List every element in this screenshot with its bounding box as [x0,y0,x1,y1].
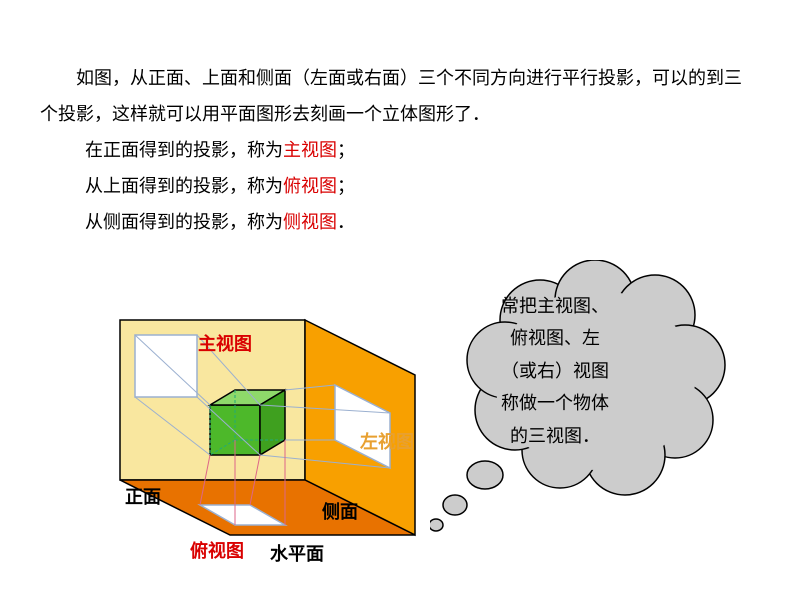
def-line-side: 从侧面得到的投影，称为侧视图． [85,204,754,240]
label-horizontal-plane: 水平面 [270,540,324,566]
bubble-text: 常把主视图、 俯视图、左 （或右）视图 称做一个物体 的三视图． [475,290,635,452]
label-side-plane: 侧面 [322,498,358,524]
label-front-plane: 正面 [125,483,161,509]
label-main-view: 主视图 [198,330,252,356]
label-side-view: 左视图 [360,428,414,454]
label-top-view: 俯视图 [190,537,244,563]
term-main: 主视图 [283,140,337,160]
def-line-main: 在正面得到的投影，称为主视图； [85,132,754,168]
intro-paragraph: 如图，从正面、上面和侧面（左面或右面）三个不同方向进行平行投影，可以的到三个投影… [40,60,754,132]
projection-diagram: 主视图 左视图 正面 侧面 俯视图 水平面 [90,310,440,590]
slide-content: 如图，从正面、上面和侧面（左面或右面）三个不同方向进行平行投影，可以的到三个投影… [0,0,794,240]
def-line-top: 从上面得到的投影，称为俯视图； [85,168,754,204]
term-side: 侧视图 [283,212,337,232]
term-top: 俯视图 [283,176,337,196]
